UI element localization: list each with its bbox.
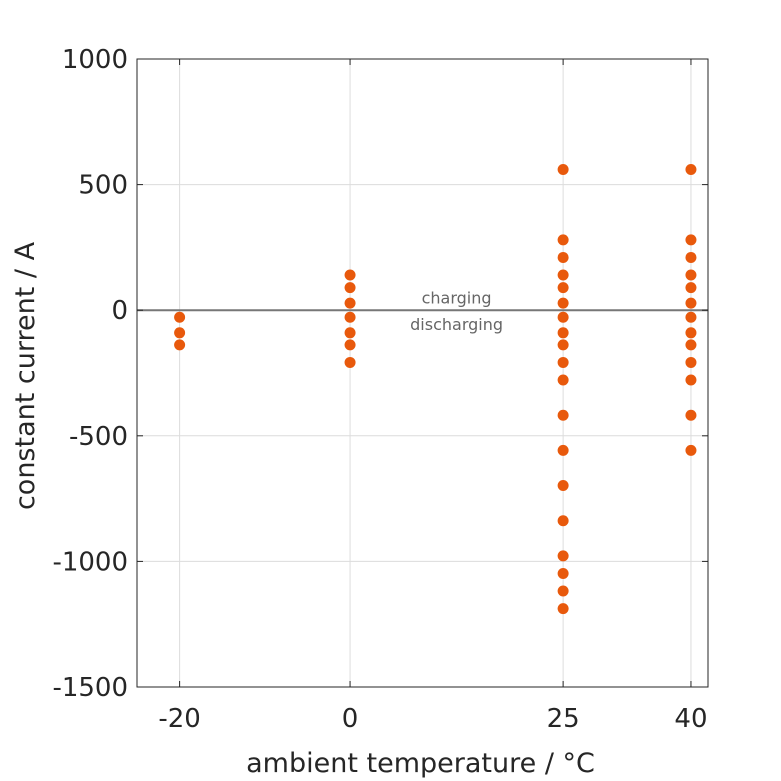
data-point: [344, 356, 356, 368]
y-tick-label: 0: [111, 296, 128, 326]
data-point: [344, 282, 356, 294]
data-point: [557, 515, 569, 527]
x-tick-label: 40: [674, 704, 707, 734]
y-tick-label: -1000: [52, 547, 128, 577]
axis-ticks: [137, 58, 708, 688]
data-point: [685, 297, 697, 309]
annotation-label: discharging: [410, 315, 503, 334]
data-point: [557, 311, 569, 323]
x-tick-label: 0: [342, 704, 359, 734]
data-point: [685, 311, 697, 323]
data-point: [557, 550, 569, 562]
data-point: [557, 339, 569, 351]
data-point: [557, 567, 569, 579]
data-point: [557, 480, 569, 492]
x-tick-label: -20: [158, 704, 200, 734]
grid-lines: [137, 58, 708, 688]
data-point: [685, 374, 697, 386]
data-point: [557, 585, 569, 597]
data-point: [557, 269, 569, 281]
plot-frame: [136, 58, 709, 688]
data-point: [685, 164, 697, 176]
data-point: [557, 251, 569, 263]
data-point: [685, 234, 697, 246]
data-point: [557, 603, 569, 615]
y-tick-label: -500: [69, 422, 128, 452]
data-point: [685, 409, 697, 421]
annotation-label: charging: [422, 289, 492, 308]
data-point: [685, 282, 697, 294]
x-axis-label: ambient temperature / °C: [246, 748, 595, 779]
data-points: [174, 164, 697, 615]
data-point: [174, 327, 186, 339]
data-point: [557, 282, 569, 294]
data-point: [557, 444, 569, 456]
data-point: [557, 327, 569, 339]
y-tick-label: -1500: [52, 673, 128, 703]
data-point: [557, 374, 569, 386]
data-point: [344, 269, 356, 281]
x-tick-label: 25: [547, 704, 580, 734]
y-tick-label: 500: [78, 171, 128, 201]
data-point: [685, 444, 697, 456]
y-tick-labels: -1500 -1000 -500 0 500 1000: [52, 45, 128, 703]
data-point: [174, 339, 186, 351]
data-point: [344, 297, 356, 309]
data-point: [557, 356, 569, 368]
data-point: [557, 409, 569, 421]
data-point: [344, 311, 356, 323]
data-point: [685, 339, 697, 351]
data-point: [344, 327, 356, 339]
data-point: [557, 164, 569, 176]
x-tick-labels: -20 0 25 40: [158, 704, 707, 734]
data-point: [685, 356, 697, 368]
data-point: [344, 339, 356, 351]
y-tick-label: 1000: [62, 45, 128, 75]
annotations: charging discharging: [410, 289, 503, 334]
data-point: [685, 269, 697, 281]
data-point: [557, 234, 569, 246]
data-point: [557, 297, 569, 309]
data-point: [685, 251, 697, 263]
y-axis-label: constant current / A: [10, 241, 41, 510]
data-point: [174, 311, 186, 323]
data-point: [685, 327, 697, 339]
